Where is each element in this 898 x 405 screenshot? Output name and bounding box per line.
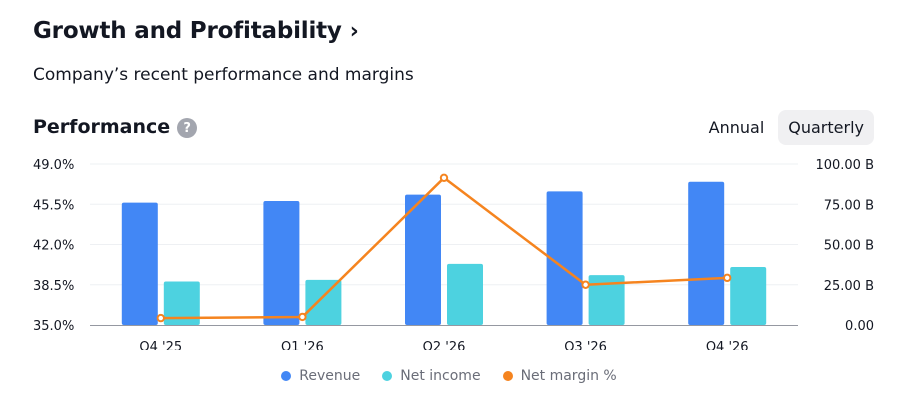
net-margin-point — [156, 313, 166, 323]
net-income-bar — [163, 281, 200, 325]
period-tabs: Annual Quarterly — [699, 110, 874, 145]
help-icon[interactable]: ? — [177, 118, 198, 138]
left-axis-tick-label: 35.0% — [33, 319, 74, 334]
legend-label: Revenue — [299, 368, 361, 384]
chevron-right-icon: › — [349, 19, 359, 44]
net-margin-point — [439, 173, 449, 182]
x-axis-tick-label: Q4 '25 — [139, 340, 182, 350]
legend-item-net-income[interactable]: Net income — [382, 368, 481, 384]
left-axis-tick-label: 42.0% — [33, 239, 74, 254]
legend-dot-icon — [281, 371, 292, 381]
x-axis-tick-label: Q4 '26 — [706, 340, 749, 350]
net-income-bar — [447, 263, 483, 325]
net-margin-point — [298, 312, 307, 322]
section-title: Growth and Profitability — [33, 18, 342, 44]
net-margin-point — [723, 273, 732, 283]
legend-dot-icon — [382, 371, 393, 381]
performance-header: Performance ? — [33, 116, 198, 138]
right-axis-tick-label: 100.00 B — [815, 158, 874, 173]
revenue-bar — [405, 194, 441, 325]
x-axis-tick-label: Q1 '26 — [281, 340, 324, 350]
right-axis-tick-label: 50.00 B — [824, 239, 874, 254]
tab-quarterly[interactable]: Quarterly — [778, 110, 874, 145]
x-axis-tick-label: Q2 '26 — [423, 340, 466, 350]
performance-chart: 49.0% 100.00 B 45.5% 75.00 B 42.0% 50.00 B 38.… — [33, 158, 874, 350]
revenue-bar — [688, 181, 725, 325]
tab-annual[interactable]: Annual — [708, 118, 765, 137]
legend-label: Net income — [400, 368, 481, 384]
right-axis-tick-label: 0.00 — [845, 319, 874, 334]
right-axis-tick-label: 75.00 B — [824, 198, 874, 213]
left-axis-tick-label: 38.5% — [33, 279, 74, 294]
net-income-bar — [305, 279, 342, 325]
section-subtitle: Company’s recent performance and margins — [33, 65, 414, 85]
revenue-bar — [546, 191, 583, 325]
section-title-link[interactable]: Growth and Profitability › — [33, 18, 359, 44]
x-axis-tick-label: Q3 '26 — [564, 340, 607, 350]
revenue-bar — [263, 201, 300, 325]
legend-label: Net margin % — [520, 368, 617, 384]
net-income-bar — [730, 267, 767, 325]
performance-title: Performance — [33, 116, 171, 138]
net-margin-point — [581, 280, 590, 289]
revenue-bar — [121, 202, 158, 325]
right-axis-tick-label: 25.00 B — [824, 279, 874, 294]
legend-dot-icon — [502, 371, 513, 381]
chart-legend: Revenue Net income Net margin % — [0, 368, 898, 384]
net-margin-line — [160, 176, 728, 320]
net-income-bar — [588, 275, 625, 325]
legend-item-net-margin[interactable]: Net margin % — [502, 368, 617, 384]
legend-item-revenue[interactable]: Revenue — [281, 368, 360, 384]
left-axis-tick-label: 49.0% — [33, 158, 74, 173]
left-axis-tick-label: 45.5% — [33, 198, 74, 213]
